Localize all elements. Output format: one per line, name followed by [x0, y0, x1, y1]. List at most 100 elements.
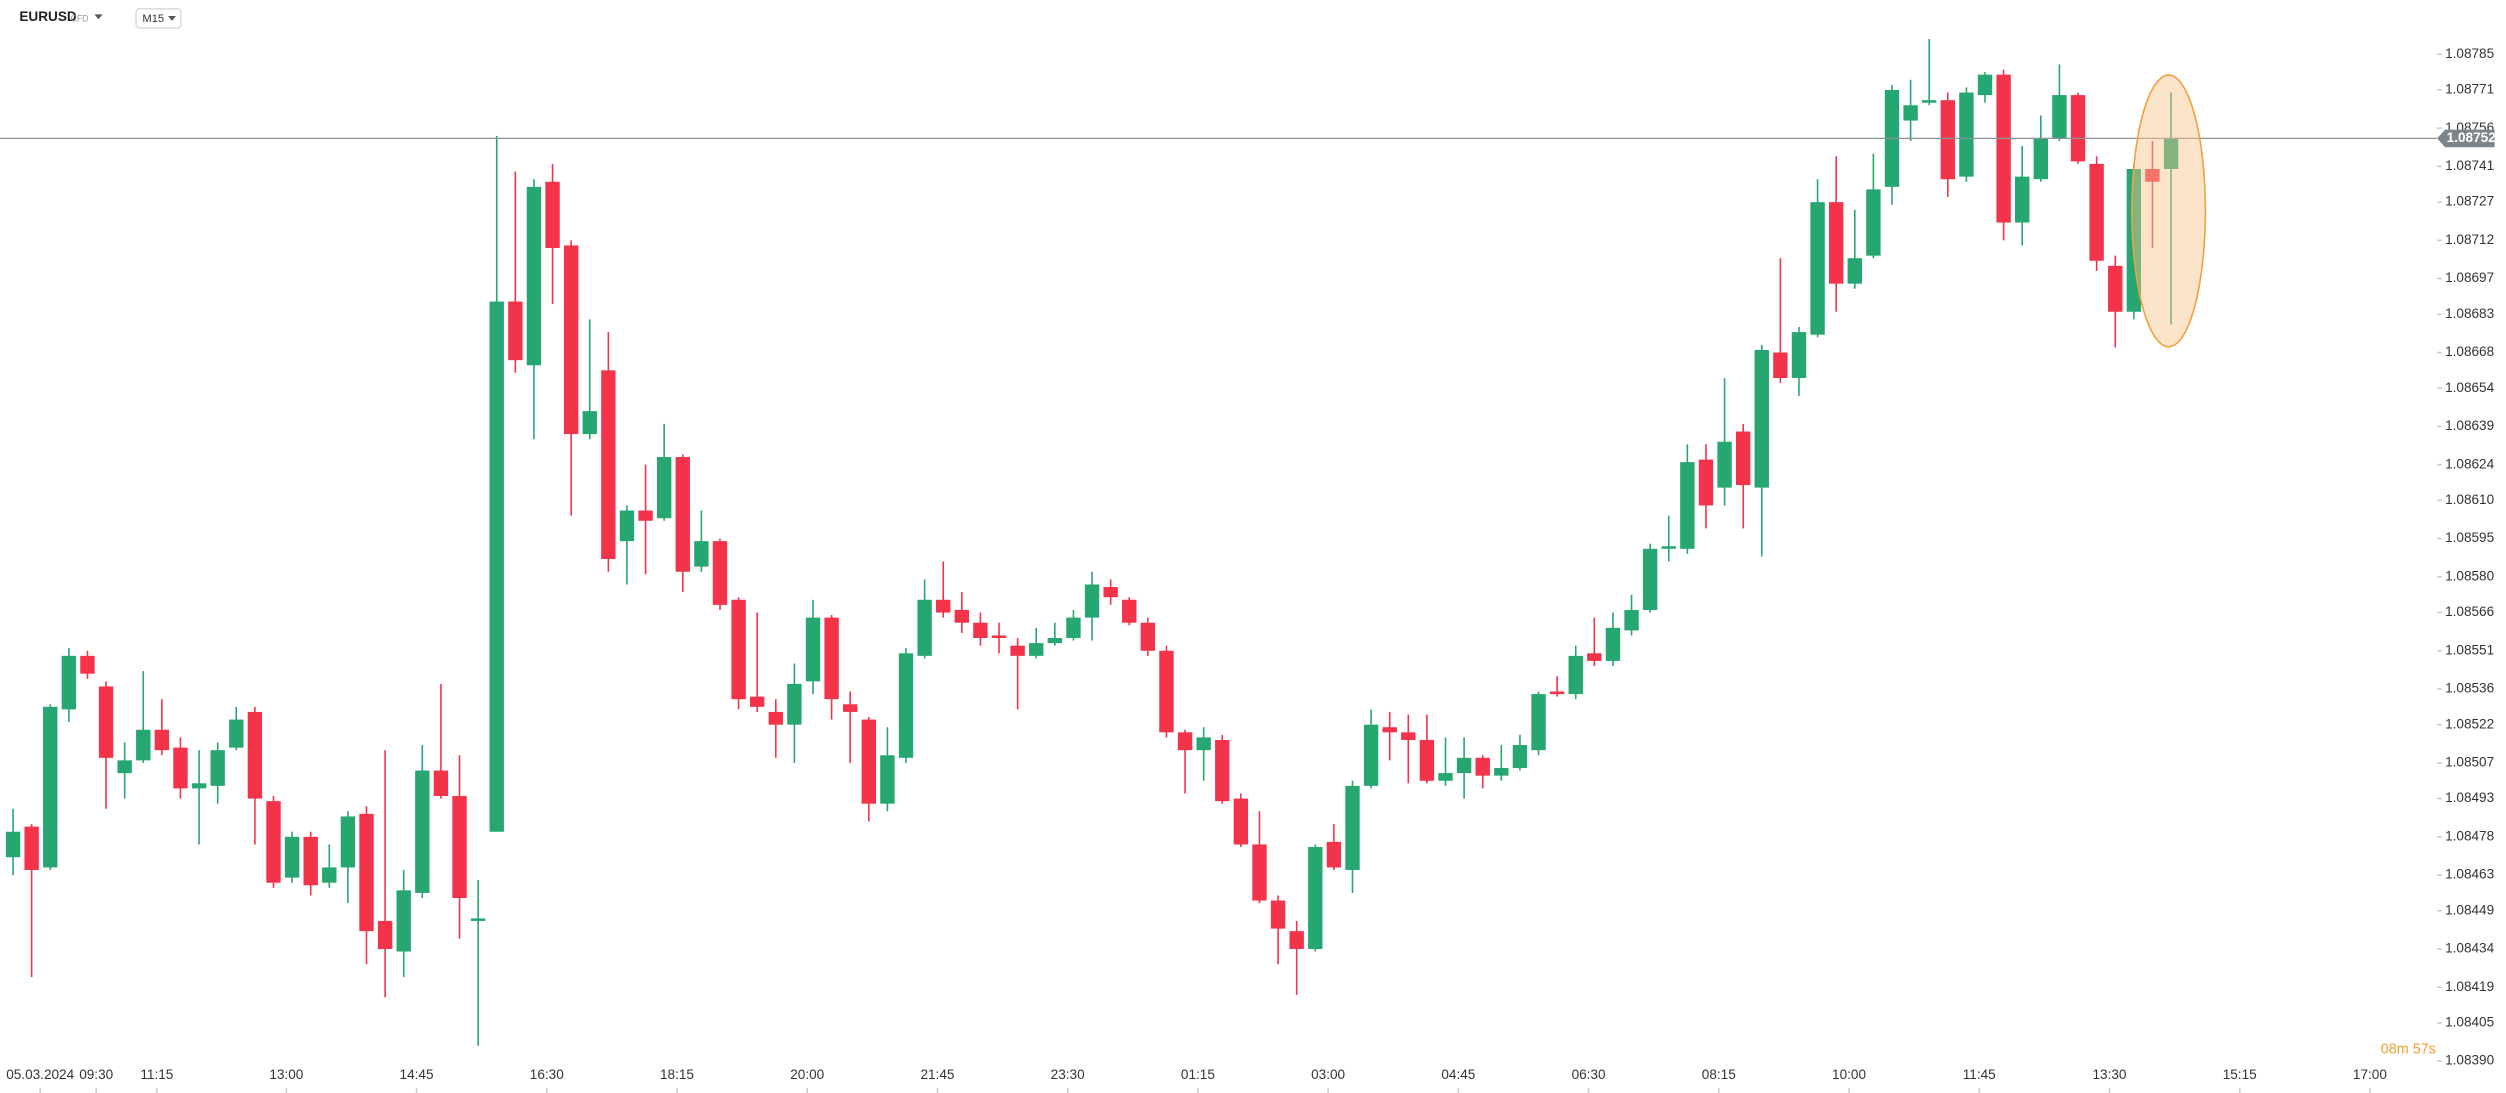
candle-body [1922, 100, 1937, 103]
x-tick-label: 11:15 [140, 1067, 173, 1082]
candle-body [526, 186, 542, 366]
y-tick-label: 1.08580 [2445, 568, 2495, 583]
x-tick-label: 20:00 [790, 1067, 824, 1082]
y-tick-label: 1.08610 [2445, 492, 2495, 507]
candle-body [489, 301, 504, 832]
candle-body [787, 683, 802, 725]
candle-body [24, 826, 39, 870]
candle-body [1494, 768, 1509, 776]
candle-body [1270, 900, 1286, 929]
candle-body [2052, 95, 2067, 139]
candle-body [80, 655, 95, 674]
candle-body [1866, 189, 1881, 256]
candle-body [917, 599, 932, 656]
candle-body [1959, 92, 1974, 177]
y-tick-label: 1.08741 [2445, 158, 2494, 173]
candle-body [1233, 798, 1249, 845]
dropdown-arrow[interactable] [167, 15, 176, 21]
x-tick-label: 10:00 [1832, 1067, 1866, 1082]
y-tick-label: 1.08522 [2445, 716, 2494, 731]
y-tick-label: 1.08434 [2445, 941, 2495, 956]
x-tick-label: 06:30 [1572, 1067, 1606, 1082]
candle-body [1680, 462, 1695, 549]
y-tick-label: 1.08419 [2445, 979, 2494, 994]
symbol[interactable]: EURUSD [19, 9, 77, 24]
x-tick-label: 16:30 [530, 1067, 564, 1082]
dropdown-arrow[interactable] [94, 14, 103, 20]
candle-body [1401, 732, 1416, 740]
candle-body [824, 617, 839, 700]
candle-body [1252, 844, 1267, 901]
candle-body [1735, 431, 1751, 486]
x-tick-label: 17:00 [2353, 1067, 2387, 1082]
timeframe-selector[interactable]: M15 [135, 7, 182, 29]
y-tick-label: 1.08463 [2445, 867, 2494, 882]
y-tick-label: 1.08449 [2445, 902, 2494, 917]
candle-body [1419, 739, 1435, 781]
candle-body [898, 653, 914, 758]
x-tick-label: 13:30 [2092, 1067, 2126, 1082]
candle-body [1698, 459, 1714, 506]
candle-body [61, 655, 77, 710]
candle-body [638, 510, 653, 521]
candle-body [1345, 785, 1360, 870]
y-tick-label: 1.08595 [2445, 530, 2494, 545]
symbol-selector[interactable]: EURUSD CFD [19, 9, 103, 24]
candle-body [1624, 609, 1639, 631]
timeframe[interactable]: M15 [142, 13, 164, 25]
candle-body [508, 301, 523, 361]
candle-body [1010, 645, 1025, 656]
x-tick-label: 08:15 [1702, 1067, 1736, 1082]
candle-body [1977, 74, 1993, 96]
plot: 1.087851.087711.087561.087411.087271.087… [0, 38, 2496, 1093]
y-tick-label: 1.08478 [2445, 828, 2494, 843]
x-tick-label: 15:15 [2223, 1067, 2257, 1082]
candle-body [843, 704, 858, 712]
candle-body [415, 770, 430, 893]
candle-body [173, 747, 188, 789]
candle-body [1791, 332, 1807, 379]
candle-body [1661, 546, 1676, 549]
candle-body [470, 918, 486, 921]
y-tick-label: 1.08654 [2445, 380, 2495, 395]
y-tick-label: 1.08668 [2445, 344, 2494, 359]
candle-body [619, 510, 635, 542]
candle-body [1103, 587, 1118, 598]
candle-body [1587, 653, 1602, 661]
timeframe-box[interactable] [135, 7, 182, 29]
candle-body [117, 760, 132, 774]
candle-body [2033, 138, 2049, 180]
candle-body [749, 696, 765, 707]
y-tick-label: 1.08712 [2445, 232, 2494, 247]
candle-body [1215, 739, 1230, 802]
candle-body [2163, 138, 2179, 169]
candle-body [154, 729, 170, 751]
candle-body [210, 750, 225, 786]
candle-body [1773, 352, 1788, 379]
candle-body [2145, 168, 2160, 182]
candle-body [1382, 727, 1397, 733]
candle-body [303, 836, 318, 886]
instrument-type[interactable]: CFD [71, 13, 89, 23]
x-tick-label: 01:15 [1181, 1067, 1215, 1082]
y-tick-label: 1.08727 [2445, 194, 2494, 209]
candle-body [936, 599, 951, 613]
candle-body [98, 686, 114, 758]
candle-body [1996, 74, 2011, 223]
candle-body [452, 796, 467, 899]
candle-body [1326, 841, 1342, 868]
candle-body [1177, 732, 1193, 751]
candle-body [5, 831, 21, 858]
candle-body [359, 813, 374, 932]
y-tick-label: 1.08507 [2445, 755, 2494, 770]
y-tick-label: 1.08536 [2445, 681, 2494, 696]
y-tick-label: 1.08390 [2445, 1053, 2495, 1068]
candle-body [861, 719, 876, 804]
candle-body [991, 635, 1007, 639]
x-tick-label: 09:30 [79, 1067, 113, 1082]
candle-body [880, 755, 895, 804]
candle-body [1363, 724, 1379, 786]
candle-body [1903, 105, 1918, 121]
